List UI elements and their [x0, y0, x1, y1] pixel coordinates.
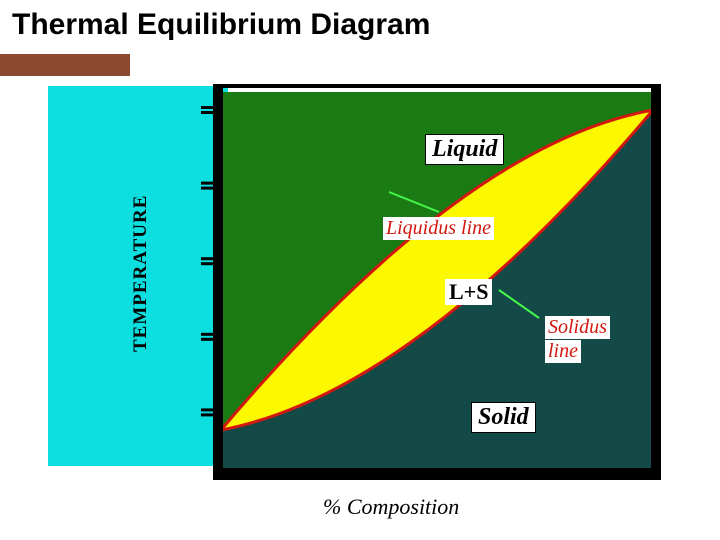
solidus-line-label-1: Solidus: [545, 316, 610, 339]
page-title: Thermal Equilibrium Diagram: [12, 8, 430, 42]
y-axis-label: TEMPERATURE: [130, 195, 152, 352]
slide: Thermal Equilibrium Diagram TEMPERATURE …: [0, 0, 720, 540]
liquid-region-label: Liquid: [425, 134, 504, 165]
liquidus-line-label: Liquidus line: [383, 217, 494, 240]
solidus-line-label-2: line: [545, 340, 581, 363]
solid-region-label: Solid: [471, 402, 536, 433]
ls-region-label: L+S: [445, 279, 492, 305]
x-axis-label: % Composition: [323, 494, 459, 520]
phase-diagram: TEMPERATURE Liquid L+S Solid Liquidus li…: [48, 84, 668, 530]
accent-bar: [0, 54, 130, 76]
